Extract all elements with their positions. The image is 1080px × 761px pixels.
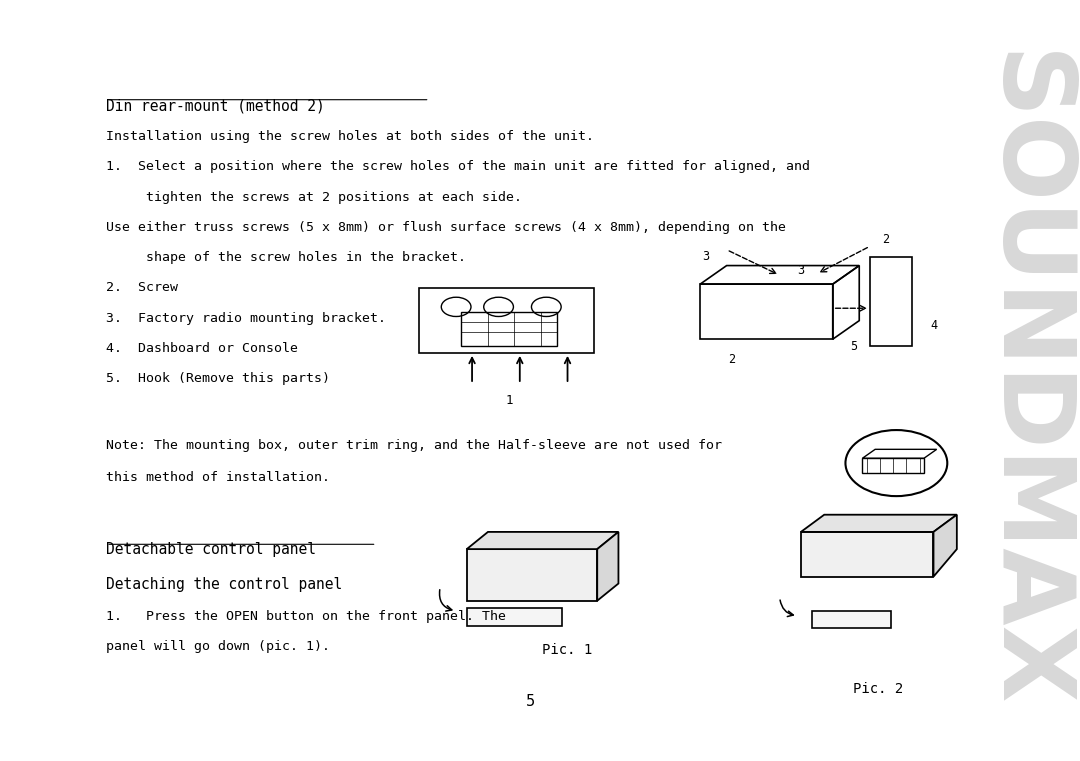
Polygon shape — [801, 532, 933, 577]
Text: 3.  Factory radio mounting bracket.: 3. Factory radio mounting bracket. — [106, 312, 386, 325]
Polygon shape — [811, 611, 891, 629]
Text: 5: 5 — [850, 339, 858, 352]
Text: 2: 2 — [882, 233, 889, 246]
Text: Detachable control panel: Detachable control panel — [106, 543, 316, 557]
Text: 3: 3 — [702, 250, 708, 263]
Text: 5.  Hook (Remove this parts): 5. Hook (Remove this parts) — [106, 372, 330, 385]
Text: 1.   Press the OPEN button on the front panel. The: 1. Press the OPEN button on the front pa… — [106, 610, 507, 622]
Text: Pic. 1: Pic. 1 — [542, 643, 593, 658]
Text: Installation using the screw holes at both sides of the unit.: Installation using the screw holes at bo… — [106, 130, 594, 143]
Text: Pic. 2: Pic. 2 — [853, 682, 904, 696]
Text: Note: The mounting box, outer trim ring, and the Half-sleeve are not used for: Note: The mounting box, outer trim ring,… — [106, 439, 723, 452]
Text: 4: 4 — [930, 319, 937, 332]
Text: tighten the screws at 2 positions at each side.: tighten the screws at 2 positions at eac… — [106, 190, 522, 203]
Text: 3: 3 — [797, 264, 805, 277]
Polygon shape — [801, 514, 957, 532]
Text: panel will go down (pic. 1).: panel will go down (pic. 1). — [106, 640, 330, 653]
Text: 5: 5 — [526, 695, 535, 709]
Text: Detaching the control panel: Detaching the control panel — [106, 577, 342, 591]
Text: 1: 1 — [505, 394, 513, 407]
Polygon shape — [467, 607, 563, 626]
Text: Din rear-mount (method 2): Din rear-mount (method 2) — [106, 98, 325, 113]
Text: 4.  Dashboard or Console: 4. Dashboard or Console — [106, 342, 298, 355]
Text: this method of installation.: this method of installation. — [106, 470, 330, 484]
Polygon shape — [467, 549, 597, 600]
Text: shape of the screw holes in the bracket.: shape of the screw holes in the bracket. — [106, 251, 467, 264]
Polygon shape — [467, 532, 619, 549]
Text: 1.  Select a position where the screw holes of the main unit are fitted for alig: 1. Select a position where the screw hol… — [106, 161, 810, 174]
Text: 2: 2 — [728, 353, 735, 366]
Polygon shape — [597, 532, 619, 600]
Text: Use either truss screws (5 x 8mm) or flush surface screws (4 x 8mm), depending o: Use either truss screws (5 x 8mm) or flu… — [106, 221, 786, 234]
Polygon shape — [933, 514, 957, 577]
Text: 2.  Screw: 2. Screw — [106, 282, 178, 295]
Text: SOUNDMAX: SOUNDMAX — [975, 51, 1072, 710]
